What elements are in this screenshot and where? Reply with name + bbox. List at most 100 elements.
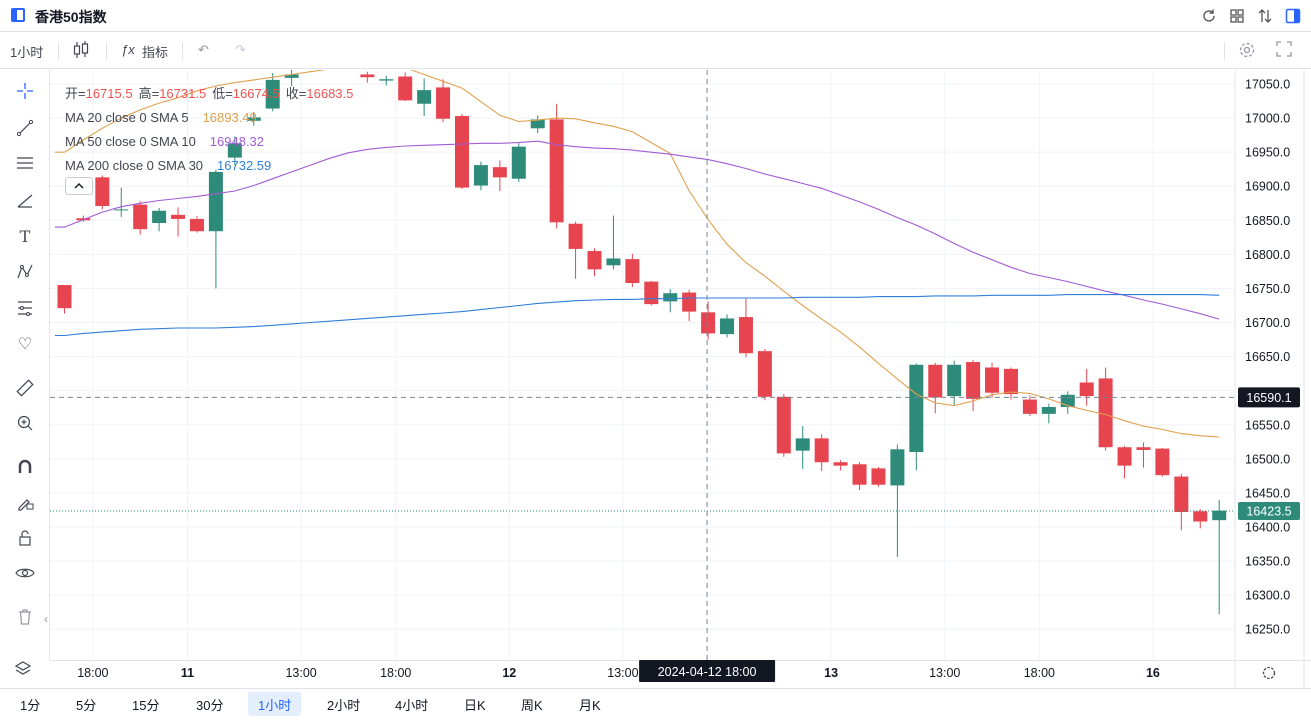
ruler-icon[interactable] — [13, 376, 37, 400]
horizontal-lines-icon[interactable] — [13, 151, 37, 175]
ma200-label: MA 200 close 0 SMA 30 — [65, 158, 204, 173]
price-tick-label: 16750.0 — [1245, 282, 1290, 296]
candle-body — [720, 318, 735, 335]
low-value: 16674.5 — [232, 86, 280, 101]
candlestick-chart[interactable]: 16250.0 16300.0 16350.0 16400.0 16450.0 16500… — [0, 70, 1311, 688]
price-tick-label: 16300.0 — [1245, 589, 1290, 603]
timeframe-月K[interactable]: 月K — [579, 697, 601, 713]
refresh-icon[interactable] — [1199, 6, 1219, 26]
candle-body — [171, 214, 186, 219]
redo-icon[interactable]: ↷ — [235, 42, 246, 57]
price-tick-label: 16850.0 — [1245, 214, 1290, 228]
candlestick-type-icon[interactable] — [72, 40, 90, 63]
candle-body — [1079, 382, 1094, 397]
forecast-icon[interactable] — [13, 296, 37, 320]
ma-line-2 — [55, 294, 1220, 337]
crosshair-icon[interactable] — [13, 79, 37, 103]
trash-icon[interactable] — [13, 605, 37, 629]
candle-body — [833, 462, 848, 466]
candle-body — [398, 76, 413, 101]
ma20-legend[interactable]: MA 20 close 0 SMA 5 16893.49 — [65, 106, 353, 130]
indicators-icon[interactable]: ƒx — [121, 42, 135, 57]
time-tick-label: 11 — [181, 666, 194, 680]
crosshair-time-label: 2024-04-12 18:00 — [658, 665, 757, 679]
ma20-label: MA 20 close 0 SMA 5 — [65, 110, 189, 125]
collapse-toolbar-icon[interactable]: ‹ — [44, 612, 48, 626]
candle-body — [1136, 447, 1151, 450]
candle-body — [1212, 510, 1227, 521]
candle-body — [776, 396, 791, 454]
candle-body — [511, 146, 526, 179]
candle-body — [682, 292, 697, 312]
ma50-value: 16948.32 — [209, 134, 265, 149]
magnet-icon[interactable] — [13, 455, 37, 479]
candle-body — [549, 119, 564, 223]
candle-body — [871, 468, 886, 485]
pen-angle-icon[interactable] — [13, 188, 37, 212]
timeframe-5分[interactable]: 5分 — [76, 697, 97, 713]
trend-line-icon[interactable] — [13, 116, 37, 140]
settings-gear-icon[interactable] — [1238, 41, 1256, 62]
undo-icon[interactable]: ↶ — [198, 42, 209, 57]
candle-body — [928, 364, 943, 398]
layout-grid-icon[interactable] — [1227, 6, 1247, 26]
low-label: 低= — [212, 86, 233, 101]
price-tick-label: 17050.0 — [1245, 78, 1290, 92]
candle-body — [1155, 448, 1170, 476]
timeframe-1分[interactable]: 1分 — [20, 697, 41, 713]
indicators-button[interactable]: 指标 — [142, 45, 169, 60]
candle-body — [284, 74, 299, 78]
unlock-icon[interactable] — [13, 526, 37, 550]
layers-icon[interactable] — [14, 660, 38, 684]
lock-pen-icon[interactable] — [13, 490, 37, 514]
timeframe-4小时[interactable]: 4小时 — [395, 697, 429, 713]
candle-body — [909, 364, 924, 453]
candle-body — [208, 171, 223, 232]
price-tick-label: 16350.0 — [1245, 555, 1290, 569]
legend-collapse-button[interactable] — [65, 177, 93, 195]
candle-body — [379, 79, 394, 81]
candle-body — [568, 223, 583, 249]
zoom-in-icon[interactable] — [13, 411, 37, 435]
pattern-icon[interactable] — [13, 260, 37, 284]
timeframe-周K[interactable]: 周K — [521, 697, 543, 713]
candle-body — [152, 210, 167, 224]
crosshair-price-box — [1238, 387, 1300, 408]
close-label: 收= — [285, 86, 307, 101]
time-tick-label: 13 — [824, 666, 838, 680]
timeframe-2小时[interactable]: 2小时 — [327, 697, 361, 713]
time-axis-settings-icon[interactable] — [1262, 666, 1276, 680]
candle-body — [625, 259, 640, 283]
panel-toggle-icon[interactable] — [1283, 6, 1303, 26]
interval-button[interactable]: 1小时 — [10, 45, 44, 60]
timeframe-1小时[interactable]: 1小时 — [248, 692, 302, 716]
candle-body — [360, 74, 375, 78]
candle-body — [57, 285, 72, 309]
candle-body — [1193, 511, 1208, 522]
ma200-legend[interactable]: MA 200 close 0 SMA 30 16732.59 — [65, 154, 353, 178]
timeframe-日K[interactable]: 日K — [464, 697, 486, 713]
sidebar-toggle-icon[interactable] — [11, 8, 25, 22]
candle-body — [492, 167, 507, 178]
candle-body — [985, 367, 1000, 393]
candle-body — [966, 362, 981, 399]
time-tick-label: 13:00 — [607, 666, 638, 680]
price-tick-label: 16800.0 — [1245, 248, 1290, 262]
timeframe-bar: 1分 5分 15分 30分 1小时 2小时 4小时 日K 周K 月K — [0, 688, 1311, 718]
chart-toolbar: 1小时 ƒx 指标 ↶ ↷ — [0, 33, 1311, 69]
sort-arrows-icon[interactable] — [1255, 6, 1275, 26]
price-tick-label: 16650.0 — [1245, 350, 1290, 364]
time-tick-label: 13:00 — [285, 666, 316, 680]
ma50-legend[interactable]: MA 50 close 0 SMA 10 16948.32 — [65, 130, 353, 154]
text-tool-icon[interactable]: T — [19, 226, 31, 246]
timeframe-15分[interactable]: 15分 — [132, 697, 160, 713]
eye-icon[interactable] — [13, 561, 37, 585]
time-tick-label: 18:00 — [1024, 666, 1055, 680]
candle-body — [95, 177, 110, 206]
high-value: 16731.5 — [159, 86, 207, 101]
candle-body — [663, 293, 678, 302]
heart-icon[interactable]: ♡ — [17, 336, 33, 353]
fullscreen-icon[interactable] — [1276, 41, 1292, 60]
candle-body — [417, 90, 432, 104]
timeframe-30分[interactable]: 30分 — [196, 697, 224, 713]
